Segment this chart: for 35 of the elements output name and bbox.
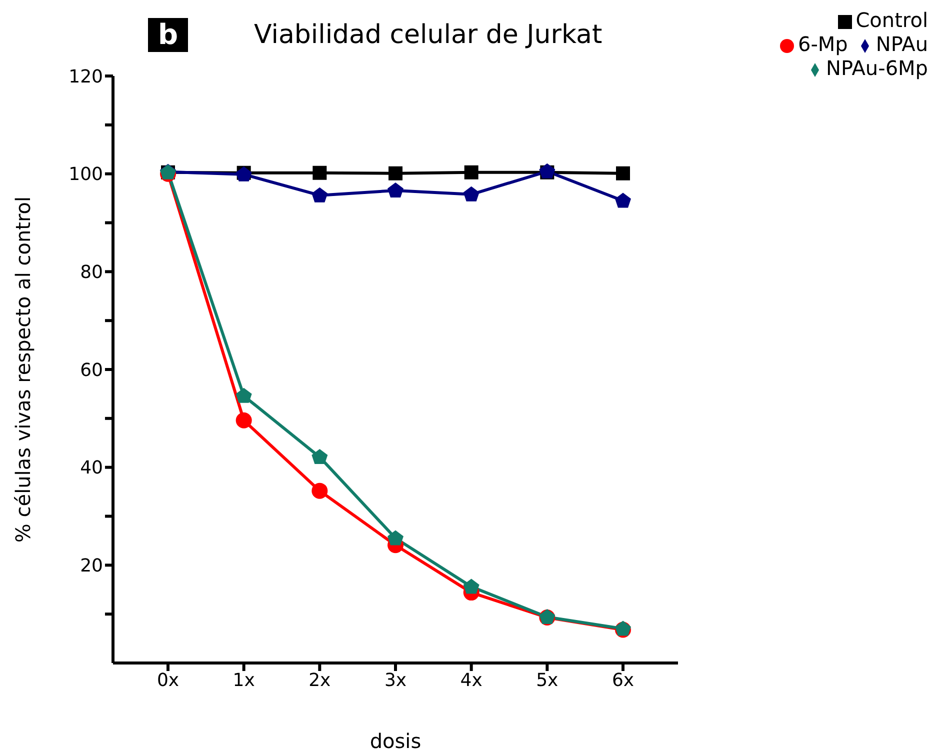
legend-label: 6-Mp (798, 32, 848, 56)
text: b (148, 18, 188, 52)
y-axis-title: % células vivas respecto al control (11, 196, 36, 543)
chart-title: Viabilidad celular de Jurkat (254, 20, 602, 50)
x-tick-label: 5x (536, 670, 559, 691)
point (236, 412, 252, 428)
point (388, 166, 402, 180)
point (616, 166, 630, 180)
legend-label: NPAu-6Mp (826, 56, 928, 80)
y-tick-label: 40 (80, 458, 103, 479)
y-tick-label: 120 (68, 66, 103, 88)
y-tick-label: 80 (80, 262, 103, 284)
x-tick-label: 3x (384, 670, 407, 691)
x-tick-label: 4x (460, 670, 483, 691)
legend-label: NPAu (876, 32, 928, 56)
point (312, 482, 328, 499)
point (464, 165, 478, 180)
y-tick-label: 100 (68, 164, 103, 186)
point (312, 449, 328, 464)
point (463, 578, 480, 594)
x-tick-label: 6x (612, 670, 634, 691)
point (312, 187, 328, 202)
legend-label: Control (856, 8, 928, 32)
point (312, 166, 327, 180)
point (388, 530, 404, 546)
point (463, 186, 480, 202)
y-tick-label: 60 (80, 360, 103, 381)
y-tick-label: 20 (80, 556, 103, 577)
point (388, 182, 404, 198)
point (236, 388, 252, 403)
x-tick-label: 1x (232, 670, 256, 691)
x-tick-label: 2x (308, 670, 332, 691)
x-tick-label: 0x (156, 670, 180, 691)
point (615, 192, 631, 208)
x-axis-title: dosis (370, 729, 422, 753)
